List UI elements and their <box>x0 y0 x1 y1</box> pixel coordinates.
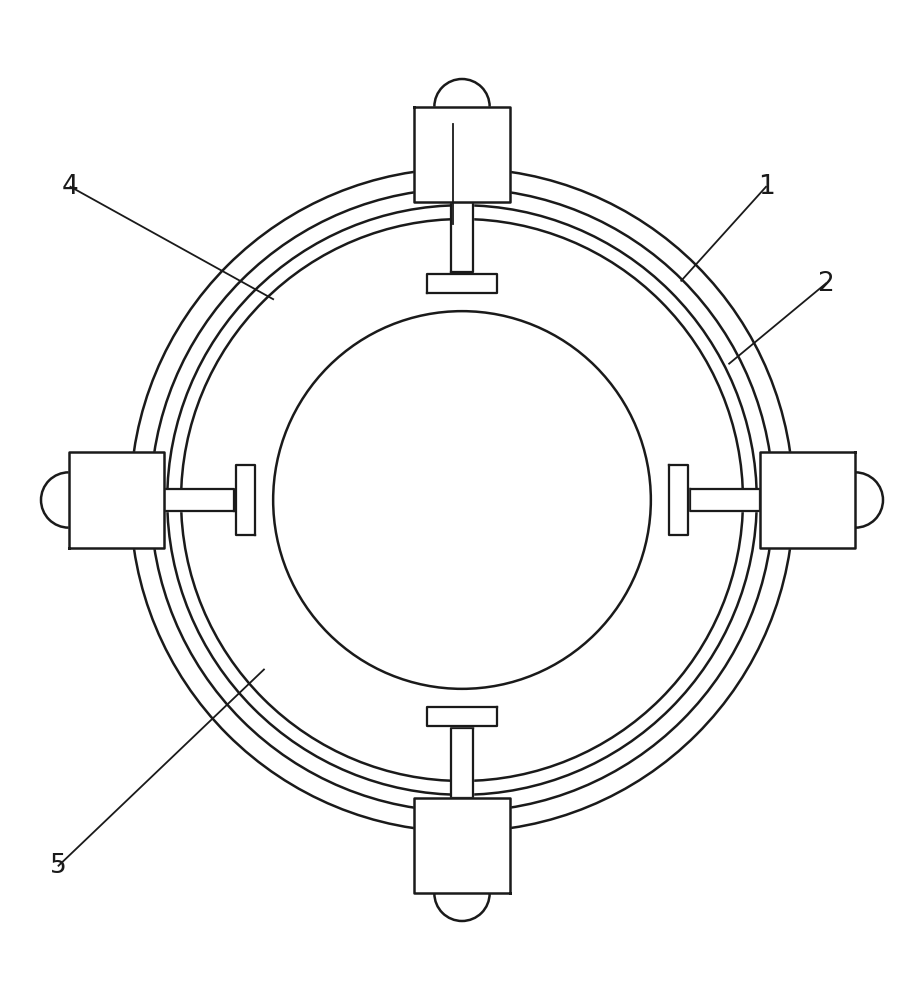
Text: 5: 5 <box>50 853 67 879</box>
Text: 2: 2 <box>818 271 834 297</box>
Polygon shape <box>414 107 510 202</box>
Polygon shape <box>690 489 760 511</box>
Polygon shape <box>427 707 497 726</box>
Polygon shape <box>414 798 510 893</box>
Text: 3: 3 <box>444 111 461 137</box>
Text: 4: 4 <box>62 174 79 200</box>
Polygon shape <box>237 465 255 535</box>
Polygon shape <box>164 489 234 511</box>
Polygon shape <box>669 465 687 535</box>
Polygon shape <box>760 452 856 548</box>
Polygon shape <box>451 202 473 272</box>
Text: 1: 1 <box>758 174 774 200</box>
Polygon shape <box>68 452 164 548</box>
Polygon shape <box>427 274 497 293</box>
Polygon shape <box>451 728 473 798</box>
